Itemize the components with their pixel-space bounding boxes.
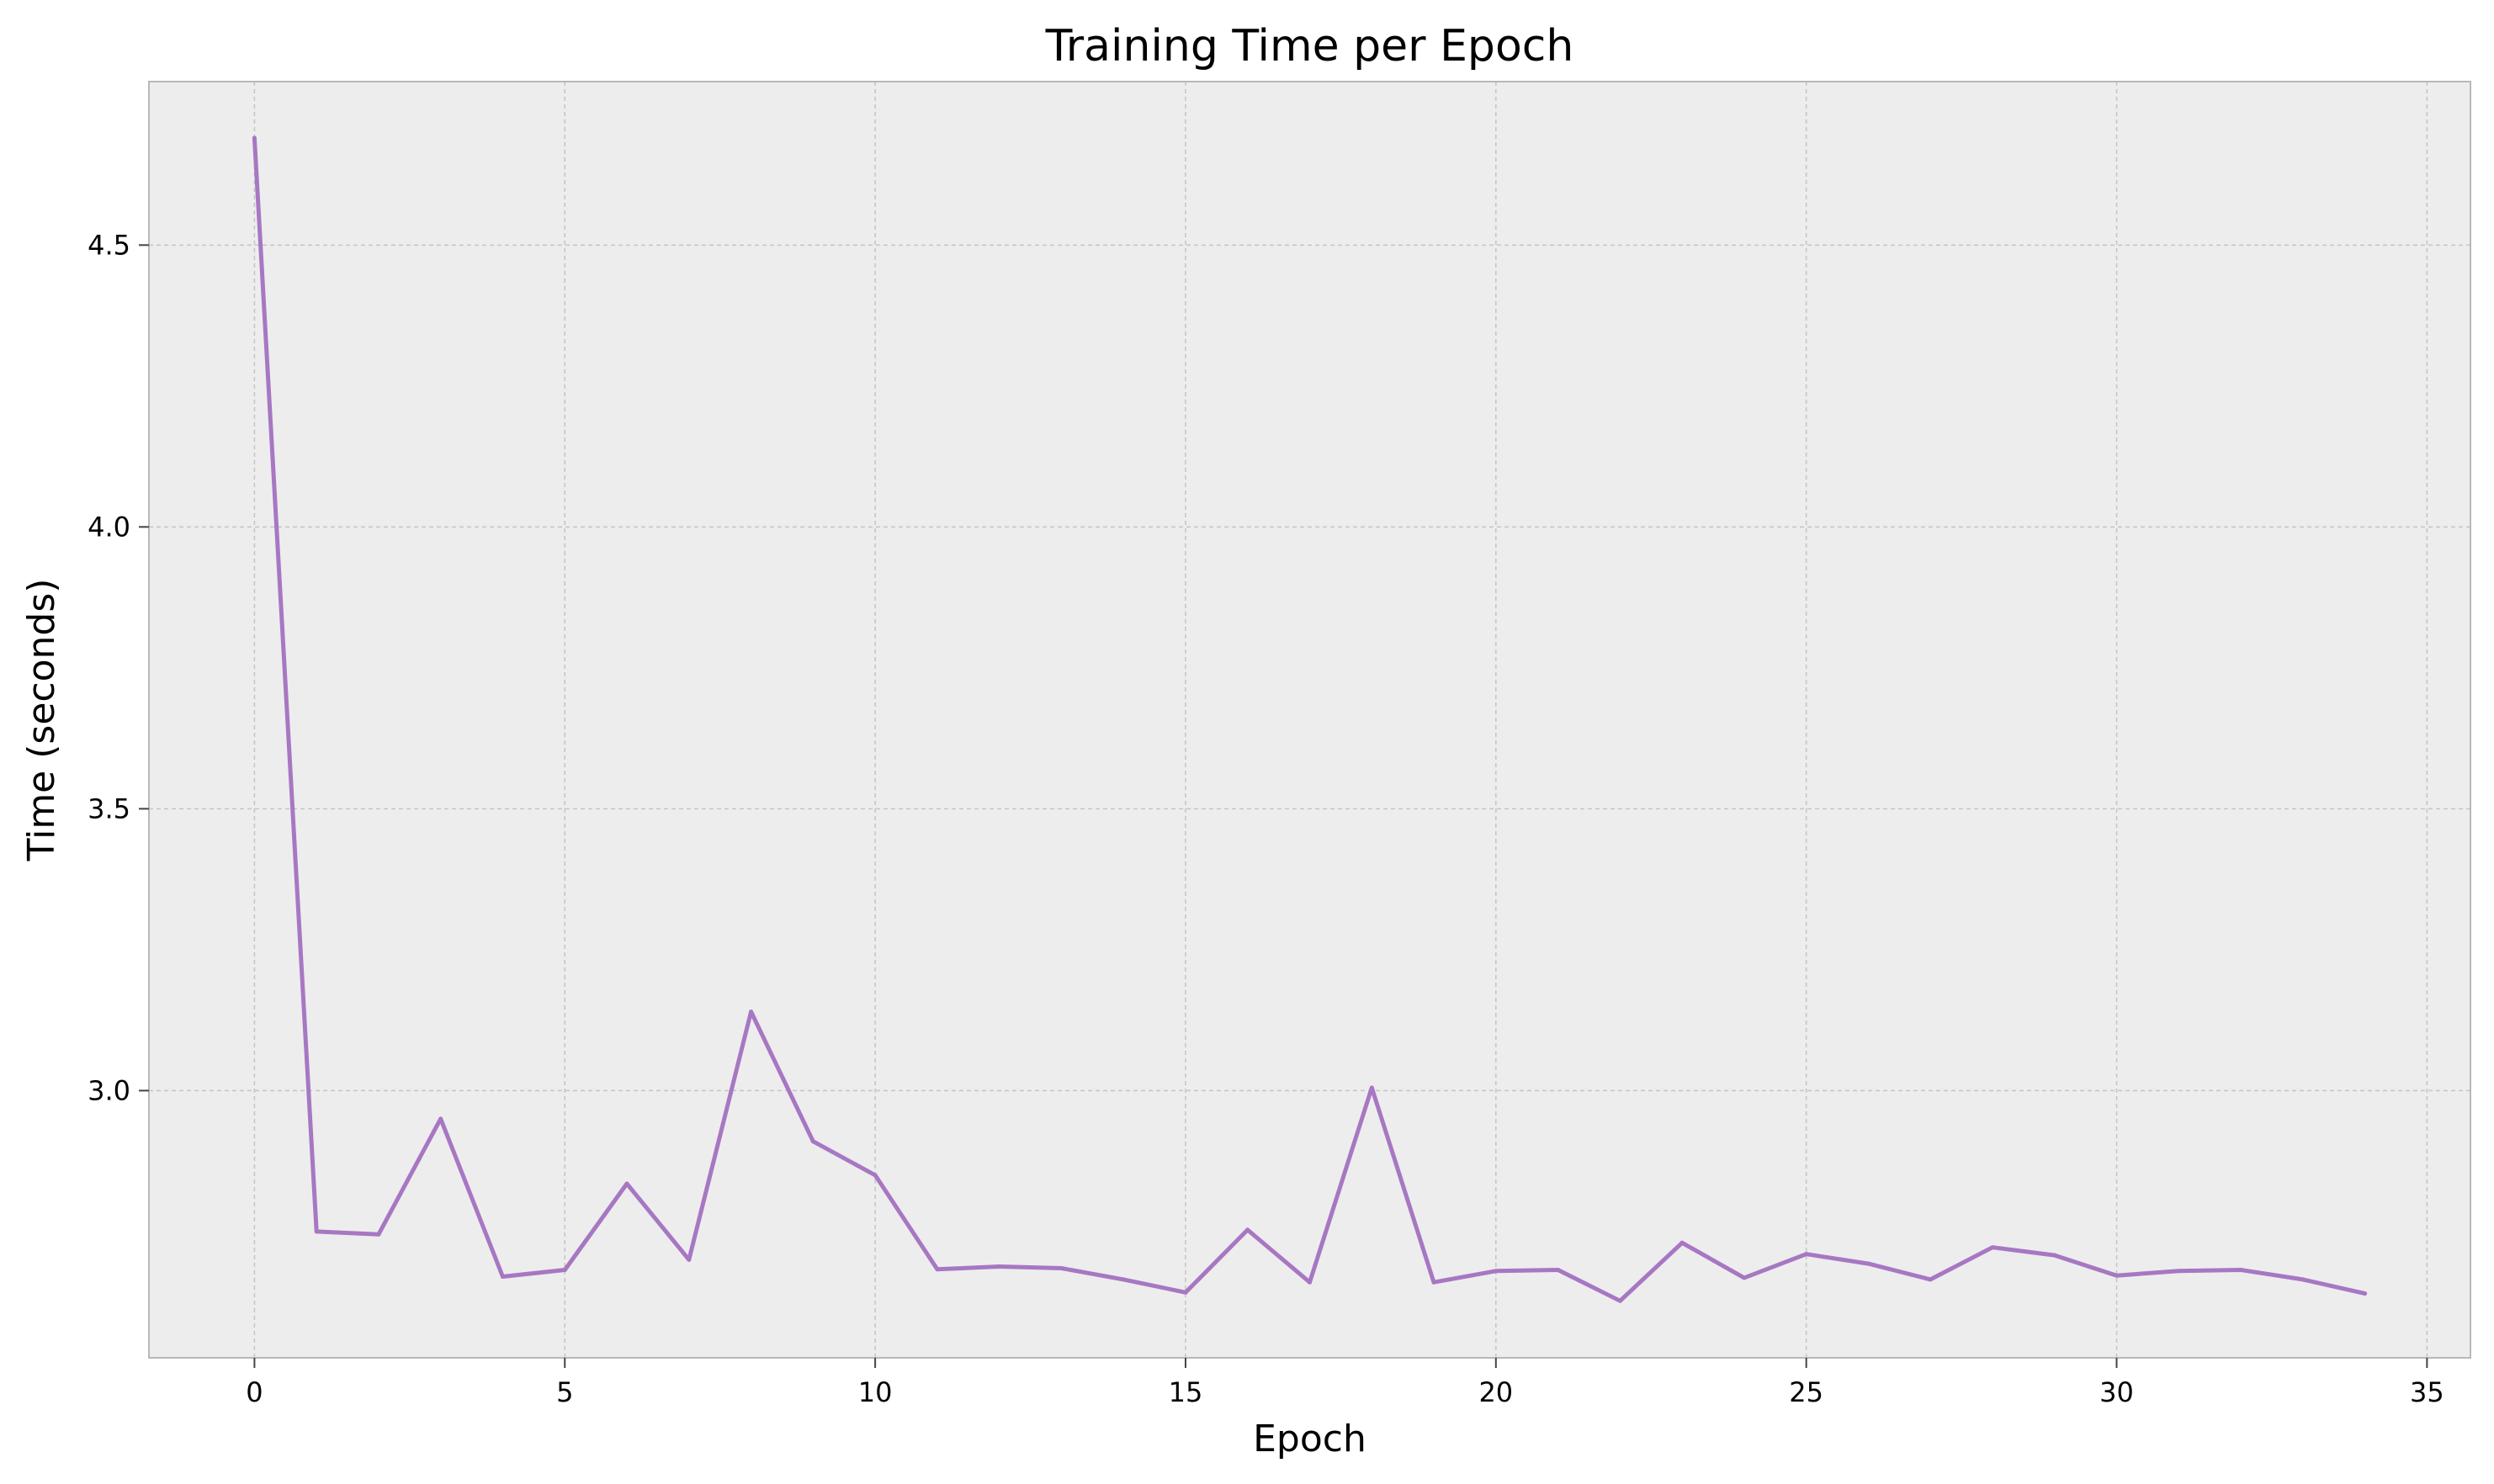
x-tick-label: 0 [246,1376,263,1408]
data-point [2238,1268,2243,1272]
data-point [873,1173,878,1178]
data-point [1617,1298,1622,1303]
data-point [1742,1275,1747,1280]
data-point [1369,1085,1374,1090]
y-tick-label: 4.0 [88,511,130,543]
data-point [252,135,257,140]
x-axis-label: Epoch [1253,1418,1366,1460]
data-point [2176,1269,2181,1274]
data-point [1431,1280,1436,1285]
data-point [2363,1291,2368,1296]
data-point [376,1232,381,1237]
y-tick-label: 3.5 [88,792,130,824]
y-axis: 3.0 3.5 4.0 4.5 [88,229,149,1106]
data-point [1865,1261,1870,1266]
data-point [1121,1277,1126,1282]
data-point [2115,1273,2119,1278]
data-point [687,1257,692,1262]
data-point [1990,1245,1995,1250]
data-point [624,1181,629,1186]
data-point [1183,1290,1188,1295]
data-point [1059,1266,1064,1270]
data-point [314,1229,319,1234]
x-tick-label: 25 [1789,1376,1823,1408]
x-tick-label: 10 [858,1376,893,1408]
x-tick-label: 35 [2410,1376,2444,1408]
data-point [1928,1277,1933,1282]
x-tick-label: 5 [556,1376,573,1408]
data-point [501,1275,505,1279]
plot-frame [148,81,2471,1359]
x-tick-label: 20 [1478,1376,1513,1408]
plot-area [149,82,2470,1358]
data-point [1804,1252,1809,1257]
data-point [997,1264,1002,1269]
data-point [935,1267,940,1272]
data-point [562,1268,567,1272]
y-tick-label: 3.0 [88,1074,130,1106]
data-point [2052,1253,2057,1258]
y-tick-label: 4.5 [88,229,130,261]
x-axis: 0 5 10 15 20 25 30 35 [246,1358,2444,1408]
y-axis-label: Time (seconds) [20,579,63,862]
data-point [1308,1280,1312,1285]
chart-title: Training Time per Epoch [1045,21,1574,72]
data-point [438,1116,443,1121]
series-layer [252,135,2368,1303]
data-point [1556,1268,1561,1272]
data-point [1245,1227,1250,1232]
data-point [810,1139,815,1144]
data-point [749,1010,754,1015]
data-point [1679,1240,1685,1245]
grid-lines [149,82,2470,1358]
x-tick-label: 15 [1169,1376,1203,1408]
x-tick-label: 30 [2099,1376,2134,1408]
data-point [2300,1277,2306,1282]
data-point [1494,1269,1499,1274]
